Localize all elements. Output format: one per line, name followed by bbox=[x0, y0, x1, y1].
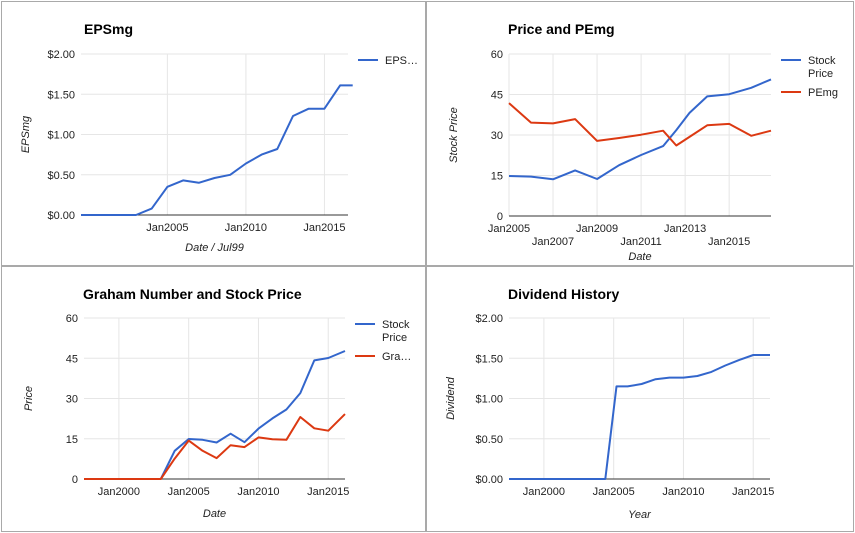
dividend-chart: Dividend History $0.00 $0.50 $1.00 $1.50 $2.0… bbox=[445, 286, 774, 521]
x-tick-label: Jan2005 bbox=[168, 486, 210, 498]
y-axis-title: Price bbox=[23, 386, 35, 411]
x-tick-label: Jan2005 bbox=[146, 222, 188, 234]
x-axis-title: Date bbox=[628, 251, 651, 263]
y-tick-label: $1.50 bbox=[47, 89, 75, 101]
dividend-chart-panel: Dividend History $0.00 $0.50 $1.00 $1.50 $2.0… bbox=[426, 266, 854, 532]
y-tick-label: 15 bbox=[491, 171, 503, 183]
y-tick-label: $0.00 bbox=[47, 210, 75, 222]
x-tick-label: Jan2005 bbox=[488, 223, 530, 235]
chart-title: EPSmg bbox=[84, 21, 133, 37]
x-tick-label: Jan2007 bbox=[532, 236, 574, 248]
chart-title: Price and PEmg bbox=[508, 21, 615, 37]
x-tick-label: Jan2015 bbox=[708, 236, 750, 248]
series-line-eps bbox=[81, 84, 353, 216]
y-tick-label: 60 bbox=[491, 49, 503, 61]
price-pe-chart: Price and PEmg015304560Jan2005Jan2007Jan… bbox=[448, 21, 838, 263]
x-axis-title: Date bbox=[203, 508, 226, 520]
legend-label: Stock Price bbox=[382, 319, 410, 344]
y-tick-label: 0 bbox=[72, 474, 78, 486]
x-tick-label: Jan2000 bbox=[523, 486, 565, 498]
y-tick-label: $1.50 bbox=[475, 353, 503, 365]
eps-chart-panel: EPSmg $0.00 $0.50 $1.00 $1.50 $2.00 Jan2005 Jan… bbox=[1, 1, 426, 266]
legend-label: EPS… bbox=[385, 55, 418, 67]
y-tick-label: $0.50 bbox=[47, 170, 75, 182]
y-tick-label: 45 bbox=[491, 90, 503, 102]
x-tick-label: Jan2009 bbox=[576, 223, 618, 235]
series-line-stock-price bbox=[508, 78, 772, 181]
x-tick-label: Jan2005 bbox=[593, 486, 635, 498]
y-axis-title: EPSmg bbox=[20, 115, 32, 153]
x-tick-label: Jan2000 bbox=[98, 486, 140, 498]
x-tick-label: Jan2015 bbox=[307, 486, 349, 498]
x-tick-label: Jan2010 bbox=[225, 222, 267, 234]
y-tick-label: 30 bbox=[491, 130, 503, 142]
x-tick-label: Jan2015 bbox=[303, 222, 345, 234]
y-tick-label: $0.00 bbox=[475, 474, 503, 486]
chart-title: Dividend History bbox=[508, 286, 619, 302]
legend-label: Stock Price bbox=[808, 55, 836, 80]
graham-chart-panel: Graham Number and Stock Price 0 15 30 45 60 Ja… bbox=[1, 266, 426, 532]
y-tick-label: $1.00 bbox=[47, 130, 75, 142]
graham-chart: Graham Number and Stock Price 0 15 30 45 60 Ja… bbox=[23, 286, 411, 520]
x-tick-label: Jan2010 bbox=[237, 486, 279, 498]
series-line-stock-price bbox=[84, 350, 346, 480]
eps-chart: EPSmg $0.00 $0.50 $1.00 $1.50 $2.00 Jan2005 Jan… bbox=[20, 21, 418, 254]
x-tick-label: Jan2013 bbox=[664, 223, 706, 235]
price-pe-chart-panel: Price and PEmg 0 15 30 45 60 Jan2005 Jan2007 Jan… bbox=[426, 1, 854, 266]
y-tick-label: 30 bbox=[66, 394, 78, 406]
x-axis-title: Date / Jul99 bbox=[185, 242, 244, 254]
chart-title: Graham Number and Stock Price bbox=[83, 286, 302, 302]
y-tick-label: 15 bbox=[66, 434, 78, 446]
y-tick-label: $0.50 bbox=[475, 434, 503, 446]
legend-label: PEmg bbox=[808, 87, 838, 99]
y-axis-title: Dividend bbox=[445, 376, 457, 420]
y-tick-label: $2.00 bbox=[475, 313, 503, 325]
legend-label: Gra… bbox=[382, 351, 411, 363]
x-tick-label: Jan2011 bbox=[620, 236, 661, 248]
y-tick-label: $2.00 bbox=[47, 49, 75, 61]
x-tick-label: Jan2010 bbox=[662, 486, 704, 498]
y-tick-label: $1.00 bbox=[475, 394, 503, 406]
y-tick-label: 45 bbox=[66, 353, 78, 365]
series-line-pemg bbox=[508, 102, 772, 147]
series-line-series bbox=[509, 354, 770, 480]
y-axis-title: Stock Price bbox=[448, 107, 460, 163]
y-tick-label: 0 bbox=[497, 211, 503, 223]
x-axis-title: Year bbox=[628, 509, 652, 521]
x-tick-label: Jan2015 bbox=[732, 486, 774, 498]
series-line-gra bbox=[84, 413, 346, 480]
y-tick-label: 60 bbox=[66, 313, 78, 325]
